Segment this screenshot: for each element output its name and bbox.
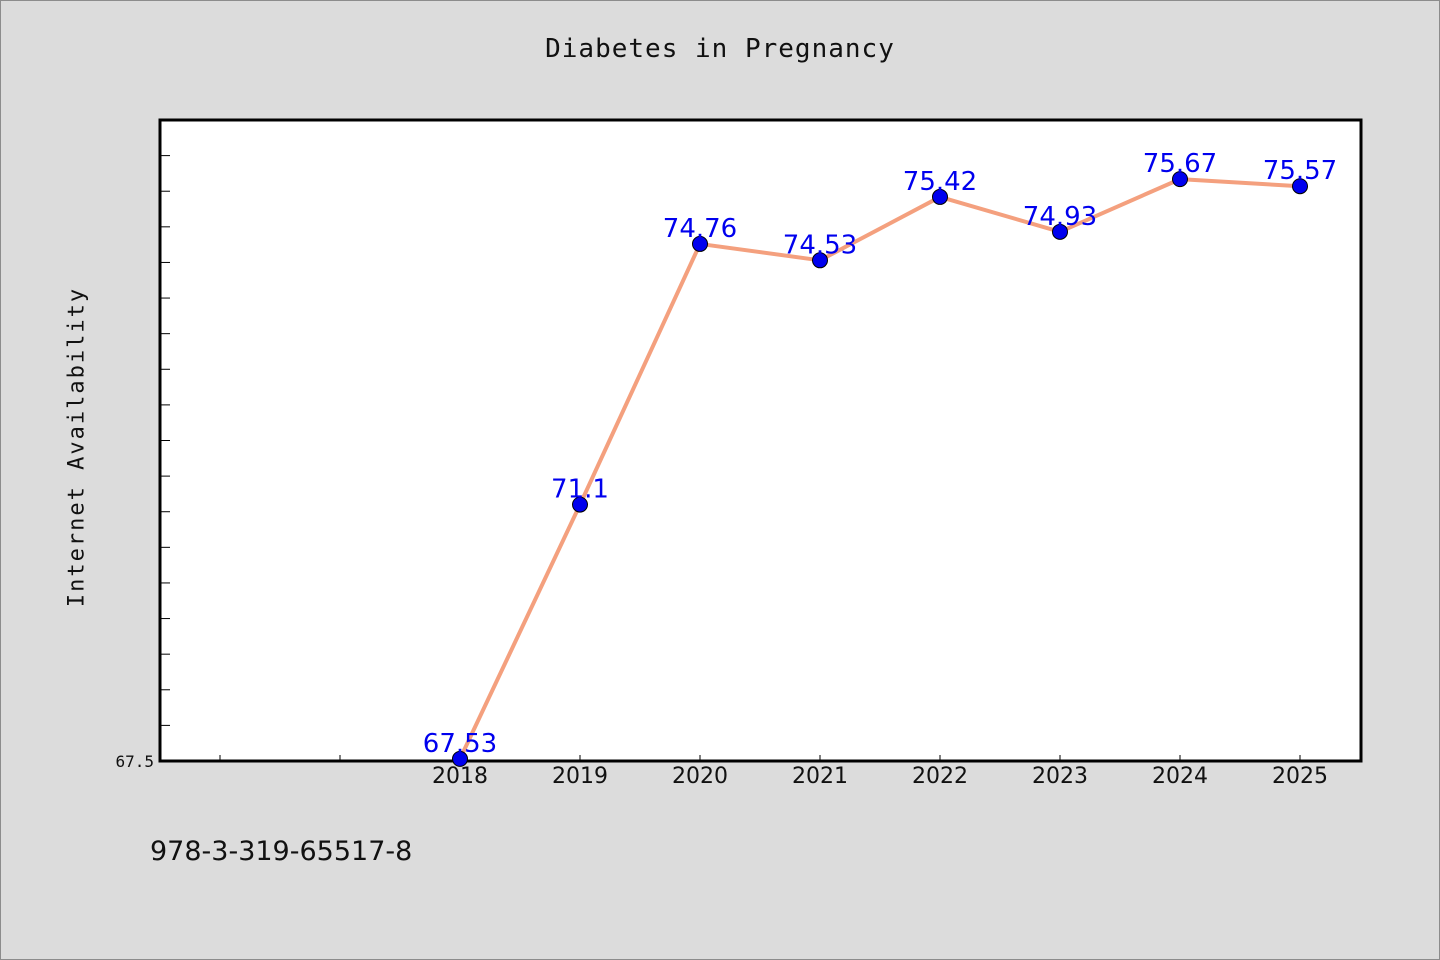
data-point — [1292, 178, 1308, 195]
chart-title: Diabetes in Pregnancy — [545, 34, 895, 64]
data-point — [452, 750, 468, 767]
series-line — [458, 177, 1301, 760]
data-label: 74.76 — [663, 214, 737, 244]
x-tick-label: 2025 — [1272, 764, 1328, 789]
data-label: 75.42 — [903, 167, 977, 197]
x-tick-label: 2023 — [1032, 764, 1088, 789]
x-tick-label: 2021 — [792, 764, 848, 789]
x-tick-label: 2024 — [1152, 764, 1208, 789]
data-point — [692, 235, 708, 252]
x-tick-label: 2019 — [552, 764, 608, 789]
data-label: 67.53 — [423, 729, 497, 759]
data-point — [812, 252, 828, 269]
plot-area — [158, 118, 1363, 763]
data-point — [932, 188, 948, 205]
data-label: 74.53 — [783, 230, 857, 260]
x-tick-label: 2020 — [672, 764, 728, 789]
x-tick-label: 2022 — [912, 764, 968, 789]
data-label: 75.57 — [1263, 156, 1337, 186]
data-point — [1052, 223, 1068, 240]
data-point — [572, 496, 588, 513]
y-tick-label: 67.5 — [115, 752, 154, 771]
data-label: 75.67 — [1143, 149, 1217, 179]
footer-isbn: 978-3-319-65517-8 — [150, 836, 413, 867]
data-label: 74.93 — [1023, 202, 1097, 232]
x-tick-label: 2018 — [432, 764, 488, 789]
data-point — [1172, 171, 1188, 188]
data-label: 71.1 — [551, 475, 609, 505]
